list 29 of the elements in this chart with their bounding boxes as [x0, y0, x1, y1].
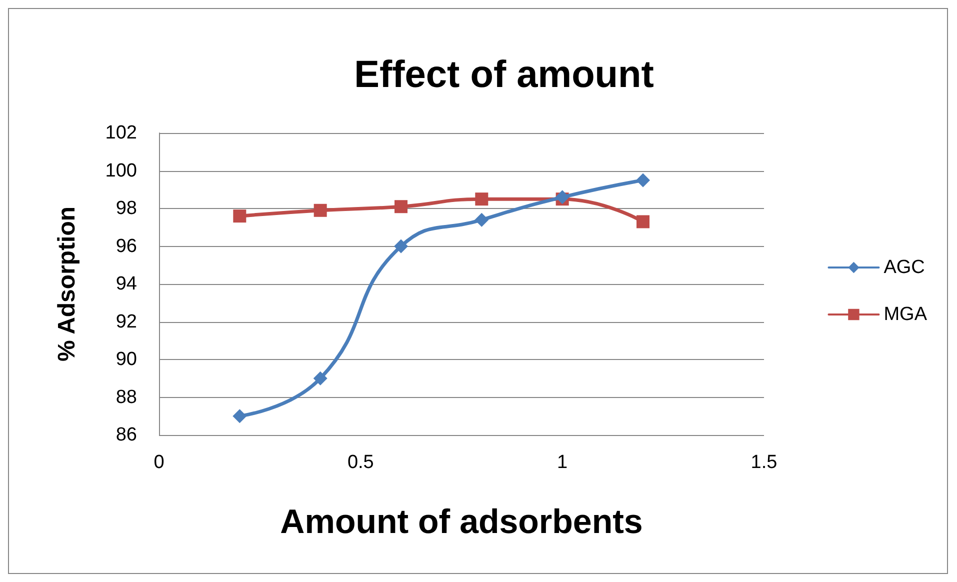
x-tick-label: 1.5	[750, 452, 778, 473]
y-tick-label: 88	[116, 386, 137, 408]
point	[233, 210, 246, 223]
y-tick-label: 98	[116, 198, 137, 219]
y-tick-label: 102	[105, 122, 137, 144]
y-tick-label: 90	[116, 349, 137, 370]
point	[636, 215, 650, 228]
point	[232, 409, 247, 424]
legend-label: MGA	[884, 304, 928, 325]
x-tick-label: 1	[557, 452, 568, 473]
point	[394, 239, 408, 254]
y-tick-label: 92	[116, 311, 137, 332]
y-tick-label: 94	[116, 274, 138, 294]
point	[314, 204, 327, 217]
y-axis-title: % Adsorption	[54, 206, 80, 362]
point	[474, 212, 489, 227]
y-tick-label: 96	[116, 236, 137, 257]
y-tick-label: 100	[105, 160, 137, 182]
point	[555, 190, 570, 204]
point	[394, 200, 408, 214]
x-tick-label: 0.5	[347, 452, 374, 473]
point	[636, 173, 650, 188]
chart-title: Effect of amount	[354, 54, 654, 96]
legend-label: AGC	[884, 257, 925, 278]
x-axis-title: Amount of adsorbents	[280, 503, 643, 541]
x-tick-label: 0	[154, 452, 164, 473]
point	[313, 371, 328, 386]
y-tick-label: 86	[116, 424, 137, 446]
point	[475, 192, 488, 206]
